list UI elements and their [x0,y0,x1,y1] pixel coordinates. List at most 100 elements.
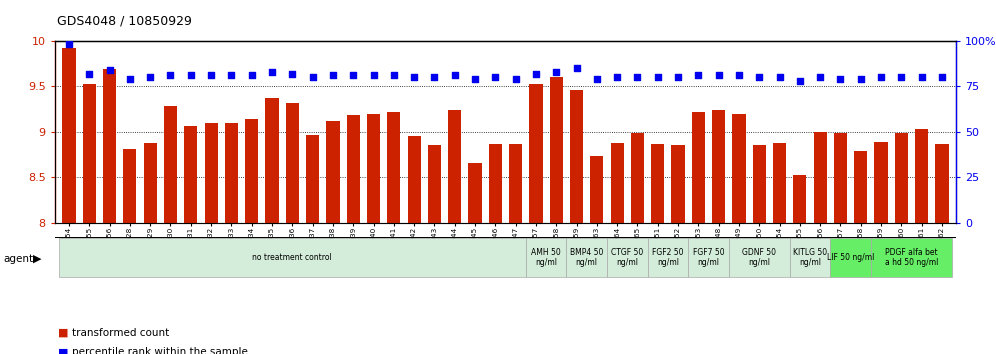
Bar [184,126,197,223]
Point [264,69,280,75]
Text: percentile rank within the sample: percentile rank within the sample [72,347,248,354]
Bar [915,129,928,223]
Point [873,74,889,80]
Point [670,74,686,80]
Point [508,76,524,82]
Bar [935,144,948,223]
Bar [306,135,319,223]
Point [203,73,219,78]
FancyBboxPatch shape [729,238,790,278]
Point [142,74,158,80]
Bar [143,143,156,223]
Bar [570,90,583,223]
Point [162,73,178,78]
Bar [347,115,360,223]
Bar [407,136,420,223]
Point [711,73,727,78]
Point [366,73,381,78]
Bar [692,112,705,223]
Point [589,76,605,82]
FancyBboxPatch shape [567,238,607,278]
Text: KITLG 50
ng/ml: KITLG 50 ng/ml [793,248,827,267]
Bar [124,149,136,223]
Bar [732,114,746,223]
Bar [834,133,847,223]
Text: GDS4048 / 10850929: GDS4048 / 10850929 [57,14,191,27]
Bar [265,98,279,223]
Text: CTGF 50
ng/ml: CTGF 50 ng/ml [612,248,643,267]
Bar [591,155,604,223]
Point [447,73,463,78]
Point [629,74,645,80]
Bar [83,84,96,223]
Text: FGF7 50
ng/ml: FGF7 50 ng/ml [692,248,724,267]
Bar [509,144,522,223]
Bar [245,119,258,223]
Point [82,71,98,76]
Bar [773,143,786,223]
Text: no treatment control: no treatment control [252,253,333,262]
Bar [327,121,340,223]
Point [305,74,321,80]
Text: ▶: ▶ [33,254,42,264]
Text: agent: agent [3,254,33,264]
FancyBboxPatch shape [647,238,688,278]
FancyBboxPatch shape [688,238,729,278]
Bar [63,48,76,223]
Text: FGF2 50
ng/ml: FGF2 50 ng/ml [652,248,683,267]
Point [934,74,950,80]
Point [223,73,239,78]
FancyBboxPatch shape [526,238,567,278]
Point [244,73,260,78]
Point [812,74,828,80]
Point [772,74,788,80]
Bar [894,133,908,223]
Bar [671,145,684,223]
Text: ■: ■ [58,347,69,354]
Text: ■: ■ [58,328,69,338]
Point [610,74,625,80]
Point [853,76,869,82]
Bar [448,110,461,223]
Bar [550,77,563,223]
Bar [611,143,623,223]
Bar [367,114,380,223]
Point [406,74,422,80]
Bar [630,133,644,223]
Bar [225,123,238,223]
Point [102,67,118,73]
Point [61,41,77,47]
Bar [489,144,502,223]
Point [569,65,585,71]
Point [690,73,706,78]
Text: PDGF alfa bet
a hd 50 ng/ml: PDGF alfa bet a hd 50 ng/ml [884,248,938,267]
FancyBboxPatch shape [831,238,871,278]
Point [893,74,909,80]
Bar [529,84,543,223]
Point [528,71,544,76]
FancyBboxPatch shape [59,238,526,278]
Point [833,76,849,82]
Bar [793,175,807,223]
Point [325,73,341,78]
Bar [814,132,827,223]
Point [649,74,665,80]
FancyBboxPatch shape [871,238,952,278]
Point [346,73,362,78]
Bar [204,123,218,223]
Bar [753,145,766,223]
Bar [712,110,725,223]
Point [122,76,137,82]
Bar [855,151,868,223]
Text: GDNF 50
ng/ml: GDNF 50 ng/ml [742,248,776,267]
Point [426,74,442,80]
Point [751,74,767,80]
Bar [286,103,299,223]
Point [487,74,503,80]
Text: BMP4 50
ng/ml: BMP4 50 ng/ml [570,248,604,267]
Text: transformed count: transformed count [72,328,169,338]
Text: AMH 50
ng/ml: AMH 50 ng/ml [531,248,561,267]
Bar [874,142,887,223]
Bar [651,144,664,223]
Point [284,71,300,76]
